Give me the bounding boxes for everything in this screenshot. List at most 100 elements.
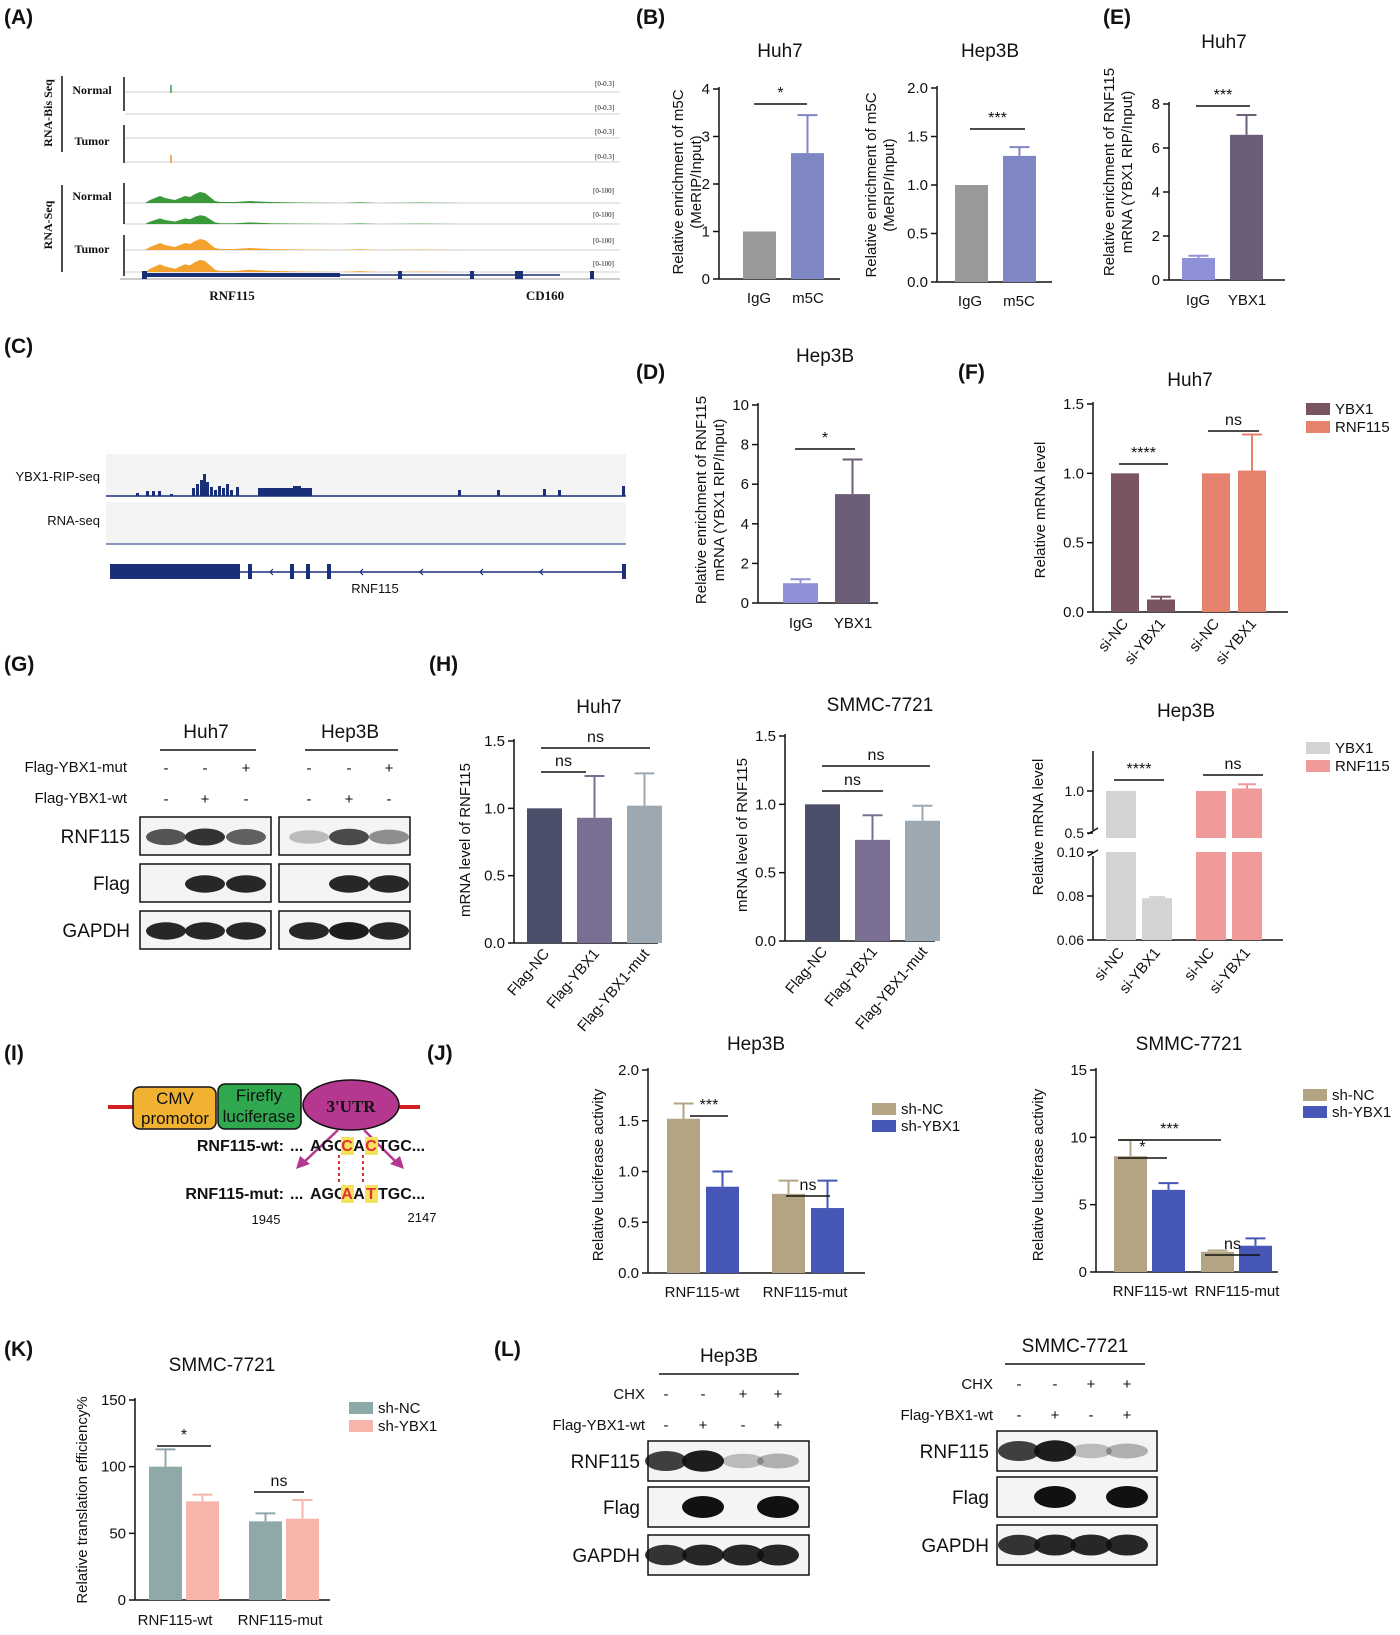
bar — [1232, 788, 1262, 838]
y-axis-label: mRNA level of RNF115 — [734, 758, 751, 912]
significance-label: * — [777, 85, 783, 102]
blot-band — [146, 922, 186, 940]
track-range: [0-100] — [593, 211, 614, 219]
bar — [286, 1518, 319, 1600]
y-tick-label: 50 — [109, 1525, 126, 1542]
bar — [1111, 473, 1139, 612]
rip-peak — [497, 490, 500, 496]
x-tick-label: RNF115-wt — [665, 1284, 741, 1301]
panel-a-tracks: RNA-Bis Seq RNA-Seq Normal Tumor Normal Tumor… — [41, 76, 620, 303]
y-tick-label: 0 — [1079, 1264, 1087, 1281]
bar — [577, 817, 612, 943]
significance-label: * — [822, 430, 828, 447]
legend-swatch — [1306, 403, 1330, 415]
wt-label: RNF115-wt: — [197, 1138, 284, 1155]
track-label: RNA-seq — [47, 513, 100, 528]
condition-sign: + — [201, 791, 210, 808]
y-tick-label: 4 — [1152, 184, 1160, 201]
gene-exon — [327, 564, 331, 579]
sequence-text: ... — [290, 1138, 303, 1155]
mutation-base: C — [341, 1138, 353, 1155]
significance-label: ns — [844, 772, 861, 789]
panel-l-blots: Hep3B CHX Flag-YBX1-wt - - - + + - + + RNF115 Flag GA… — [552, 1336, 1158, 1576]
blot-band — [1034, 1486, 1076, 1508]
bar — [1152, 1189, 1185, 1272]
condition-sign: + — [345, 791, 354, 808]
condition-sign: + — [699, 1417, 708, 1434]
rip-peak — [293, 486, 301, 496]
significance-label: ns — [868, 747, 885, 764]
condition-sign: + — [774, 1386, 783, 1403]
legend-label: RNF115 — [1335, 419, 1390, 436]
blot-label: RNF115 — [920, 1442, 989, 1463]
sequence-text: ... — [290, 1186, 303, 1203]
condition-label: Flag-YBX1-wt — [900, 1407, 993, 1424]
y-tick-label: 0.0 — [484, 935, 505, 952]
x-tick-label: IgG — [789, 615, 813, 632]
legend-swatch — [1306, 421, 1330, 433]
rip-peak — [192, 488, 195, 496]
track-bg — [106, 502, 626, 544]
y-tick-label: 1.0 — [484, 800, 505, 817]
significance-label: ns — [1225, 412, 1242, 429]
strand-arrow — [269, 568, 274, 576]
bar — [805, 804, 840, 941]
chart-title: Huh7 — [1201, 32, 1246, 53]
condition-sign: - — [203, 760, 208, 777]
blot-band — [1106, 1486, 1148, 1508]
chart-j-smmc: 0 5 10 15 SMMC-7721 Relative luciferase activ… — [1030, 1034, 1280, 1300]
blot-band — [1106, 1534, 1148, 1556]
blot-band — [645, 1544, 687, 1566]
y-tick-label: 1.5 — [1063, 396, 1084, 413]
y-tick-label: 1.5 — [484, 733, 505, 750]
row-label: Tumor — [75, 134, 111, 148]
rip-peak — [258, 488, 312, 496]
box-label: 3'UTR — [326, 1097, 376, 1116]
track-range: [0-100] — [593, 187, 614, 195]
chart-title: SMMC-7721 — [169, 1355, 276, 1376]
blot-band — [1070, 1443, 1112, 1459]
bar — [772, 1193, 805, 1273]
y-axis-label: mRNA (YBX1 RIP/Input) — [711, 419, 728, 582]
y-axis-label: Relative mRNA level — [1032, 442, 1049, 579]
group-label: RNA-Seq — [41, 200, 55, 249]
chart-title: Huh7 — [576, 697, 621, 718]
bar — [1238, 470, 1266, 612]
gene-exon — [142, 271, 147, 279]
blot-band — [722, 1453, 764, 1469]
cell-line-label: Huh7 — [183, 722, 228, 743]
legend-label: sh-YBX1 — [1332, 1104, 1391, 1121]
bar — [1106, 852, 1136, 940]
condition-sign: + — [242, 760, 251, 777]
y-axis-label: (MeRIP/Input) — [688, 135, 705, 228]
condition-sign: - — [741, 1417, 746, 1434]
panel-g-blot: Huh7 Hep3B Flag-YBX1-mut Flag-YBX1-wt - - - + + -… — [24, 722, 411, 950]
x-tick-label: m5C — [1003, 293, 1035, 310]
blot-band — [289, 922, 329, 940]
rip-peak — [226, 484, 229, 496]
y-axis-label: Relative enrichment of m5C — [670, 89, 687, 274]
strand-arrow — [359, 568, 364, 576]
condition-sign: - — [1017, 1376, 1022, 1393]
panel-label: (L) — [494, 1338, 521, 1361]
x-tick-label: RNF115-mut — [1195, 1283, 1281, 1300]
condition-sign: - — [1053, 1376, 1058, 1393]
firefly-box — [217, 1083, 302, 1130]
y-tick-label: 0.5 — [618, 1214, 639, 1231]
y-axis-label: Relative mRNA level — [1030, 759, 1047, 896]
chart-b-hep3b: 0.0 0.5 1.0 1.5 2.0 Hep3B Relative enrichment … — [863, 41, 1052, 310]
mutation-base: C — [365, 1138, 377, 1155]
legend-swatch — [1303, 1106, 1327, 1118]
condition-sign: - — [701, 1386, 706, 1403]
x-tick-label: IgG — [958, 293, 982, 310]
legend-swatch — [872, 1120, 896, 1132]
y-tick-label: 2 — [1152, 228, 1160, 245]
arrow-right — [363, 1129, 398, 1164]
legend-label: sh-YBX1 — [901, 1118, 960, 1135]
y-tick-label: 1.0 — [907, 177, 928, 194]
sequence-text: A — [353, 1186, 365, 1203]
condition-sign: + — [1123, 1407, 1132, 1424]
